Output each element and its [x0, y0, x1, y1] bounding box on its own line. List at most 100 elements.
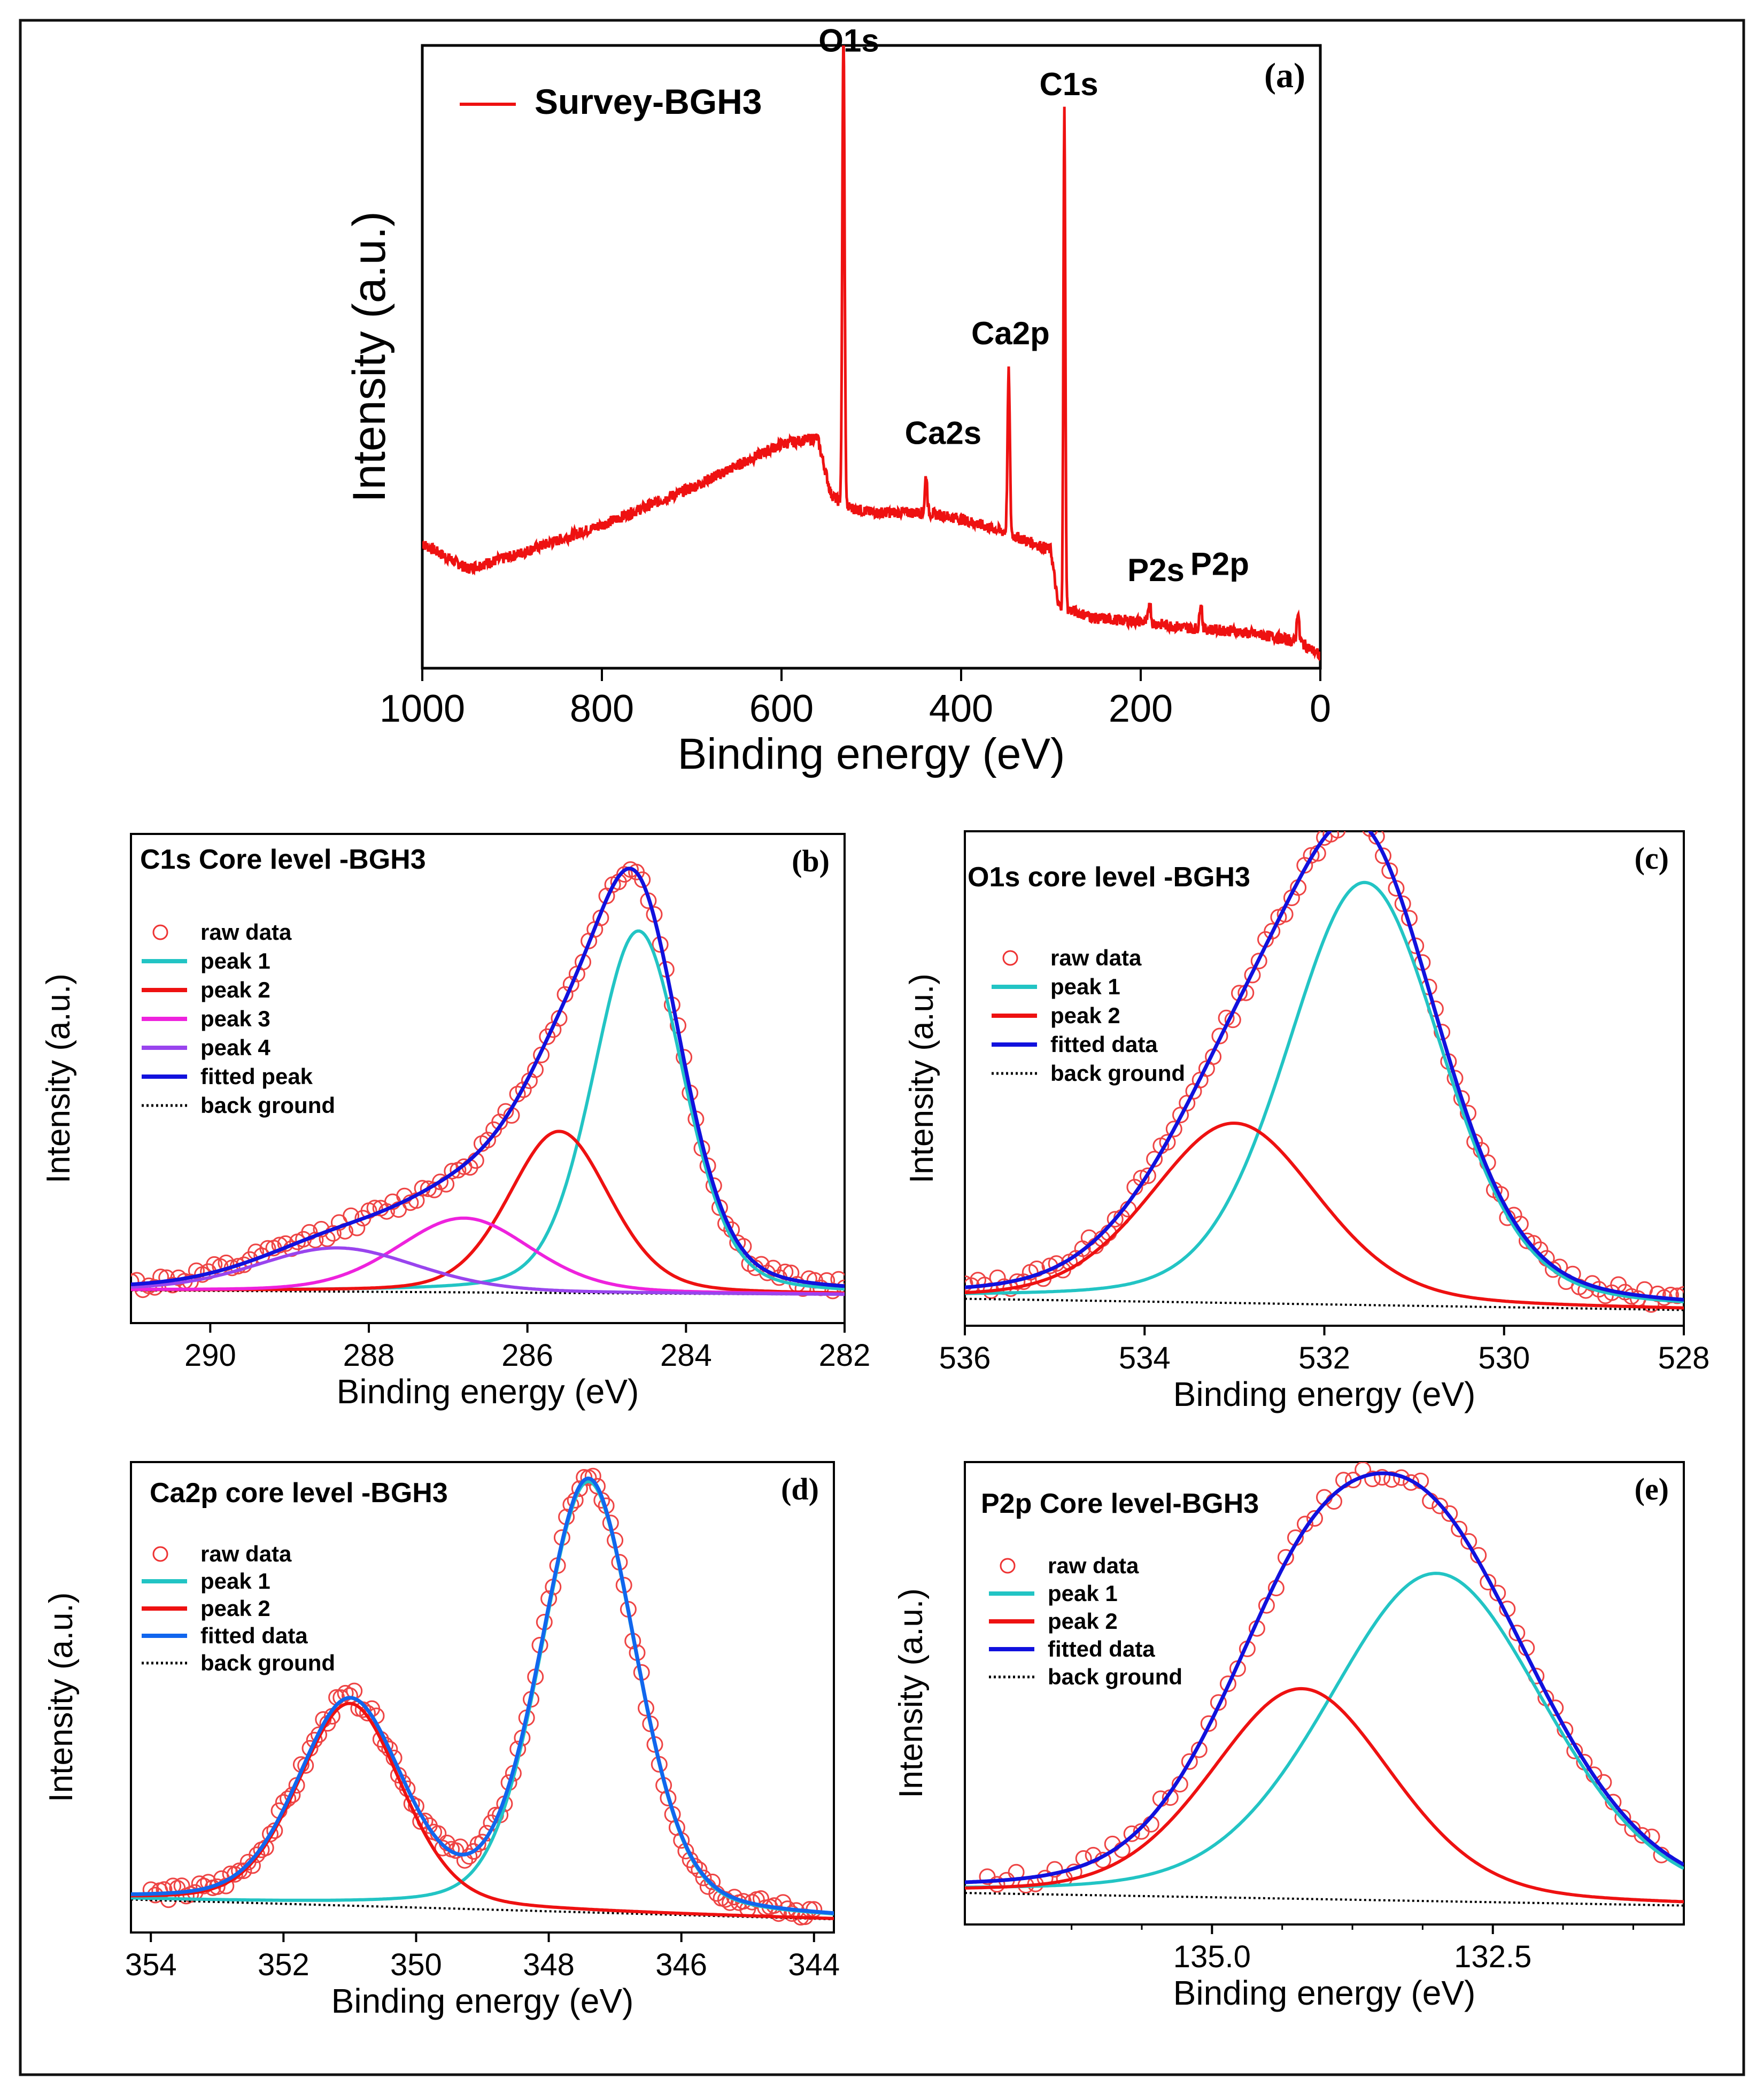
x-tick-label: 528	[1658, 1341, 1710, 1375]
y-axis-label: Intensity (a.u.)	[43, 1592, 80, 1803]
legend-label: peak 1	[1048, 1581, 1118, 1606]
x-tick-label: 800	[570, 687, 634, 730]
panel-letter: (b)	[792, 844, 830, 878]
raw-data-point	[1139, 1167, 1156, 1184]
legend-swatch	[1002, 950, 1018, 966]
chart-panel-a: 1000 800 600 400 200 0 Binding energy (eV) Inte…	[344, 23, 1331, 778]
chart-title: Ca2p core level -BGH3	[150, 1478, 448, 1509]
legend-label: peak 2	[200, 1596, 270, 1621]
raw-data-point	[1451, 1520, 1468, 1537]
x-tick-label: 348	[523, 1947, 575, 1982]
raw-data-point	[1165, 1120, 1182, 1138]
x-axis-label: Binding energy (eV)	[678, 730, 1065, 778]
raw-data-point	[571, 1480, 588, 1497]
raw-data-point	[562, 976, 579, 993]
legend-label: raw data	[1050, 945, 1142, 970]
fitted-curve	[131, 1476, 834, 1915]
x-axis-label: Binding energy (eV)	[1173, 1974, 1476, 2012]
chart-title: C1s Core level -BGH3	[140, 844, 426, 875]
x-tick-label: 282	[819, 1338, 871, 1373]
y-axis-label: Intensity (a.u.)	[893, 1588, 930, 1798]
raw-data-point	[1364, 1471, 1381, 1487]
background-line	[131, 1898, 834, 1921]
x-tick-label: 1000	[380, 687, 465, 730]
legend-label: peak 1	[200, 1568, 270, 1594]
legend-label: back ground	[200, 1650, 335, 1675]
raw-data-point	[1211, 1027, 1228, 1045]
raw-data-point	[1374, 1469, 1391, 1486]
raw-data-point	[704, 1873, 721, 1890]
raw-data-point	[691, 1861, 708, 1878]
raw-data-point	[1403, 1474, 1420, 1491]
y-axis-label: Intensity (a.u.)	[903, 973, 940, 1184]
raw-data-point	[1675, 1286, 1684, 1303]
chart-panel-b: 290 288 286 284 282 Binding energy (eV) Intens…	[40, 833, 871, 1411]
raw-data-point	[1250, 953, 1267, 970]
raw-data-point	[1441, 1505, 1458, 1522]
x-tick-label: 286	[501, 1338, 553, 1373]
legend-label: peak 3	[200, 1006, 270, 1031]
raw-data-point	[1480, 1574, 1497, 1591]
x-tick-label: 350	[390, 1947, 442, 1982]
legend-label: back ground	[1048, 1664, 1182, 1689]
legend-label: raw data	[200, 919, 292, 945]
raw-data-point	[1123, 1825, 1140, 1842]
raw-data-point	[1383, 1471, 1401, 1488]
plot-frame	[964, 1461, 1685, 1926]
raw-data-point	[1264, 923, 1281, 940]
raw-data-point	[1181, 1753, 1198, 1770]
raw-data-point	[1046, 1861, 1063, 1878]
y-axis-label: Intensity (a.u.)	[344, 211, 395, 503]
legend-label: fitted data	[200, 1623, 308, 1648]
panel-letter: (c)	[1635, 841, 1669, 876]
raw-data-point	[226, 1866, 243, 1883]
component-peak-2	[965, 1687, 1684, 1904]
raw-data-point	[1322, 831, 1340, 843]
x-tick-label: 600	[749, 687, 814, 730]
component-peak-2	[131, 1702, 834, 1920]
plot-area	[131, 861, 845, 1300]
raw-data-point	[1345, 1472, 1361, 1489]
raw-data-point	[1375, 847, 1391, 864]
legend: raw data peak 1 peak 2 peak 3 peak 4 fitted p…	[142, 919, 335, 1118]
fitted-curve	[965, 1471, 1684, 1884]
raw-data-point	[311, 1726, 327, 1743]
raw-data-point	[1614, 1809, 1631, 1826]
peak-label: C1s	[1040, 66, 1098, 102]
chart-title: P2p Core level-BGH3	[981, 1488, 1259, 1519]
legend-label: peak 1	[1050, 974, 1120, 999]
legend-label: peak 4	[200, 1035, 270, 1060]
x-axis-label: Binding energy (eV)	[1173, 1375, 1476, 1413]
raw-data-point	[1669, 1287, 1684, 1304]
legend-label: Survey-BGH3	[535, 82, 762, 121]
raw-data-point	[1316, 831, 1333, 846]
raw-data-point	[686, 1858, 703, 1875]
raw-data-point	[131, 1273, 140, 1290]
fitted-curve	[965, 831, 1684, 1302]
series-line-survey	[422, 45, 1320, 662]
legend-label: peak 2	[1048, 1609, 1118, 1634]
raw-data-point	[479, 1132, 496, 1149]
raw-data-points	[979, 1462, 1670, 1894]
raw-data-point	[1244, 967, 1261, 984]
peak-label: P2s	[1127, 552, 1185, 588]
raw-data-point	[1159, 1134, 1176, 1151]
legend-label: fitted peak	[200, 1064, 313, 1089]
raw-data-point	[988, 1876, 1005, 1893]
legend-label: back ground	[200, 1093, 335, 1118]
raw-data-point	[965, 1275, 973, 1292]
panel-letter: (a)	[1264, 56, 1305, 95]
raw-data-point	[1460, 1533, 1477, 1550]
legend-label: raw data	[200, 1541, 292, 1566]
plot-frame	[130, 1461, 835, 1934]
x-tick-label: 354	[125, 1947, 177, 1982]
raw-data-point	[634, 871, 651, 888]
background-line	[131, 1289, 845, 1296]
x-tick-label: 400	[929, 687, 993, 730]
raw-data-point	[783, 1905, 800, 1922]
raw-data-point	[1200, 1715, 1217, 1732]
